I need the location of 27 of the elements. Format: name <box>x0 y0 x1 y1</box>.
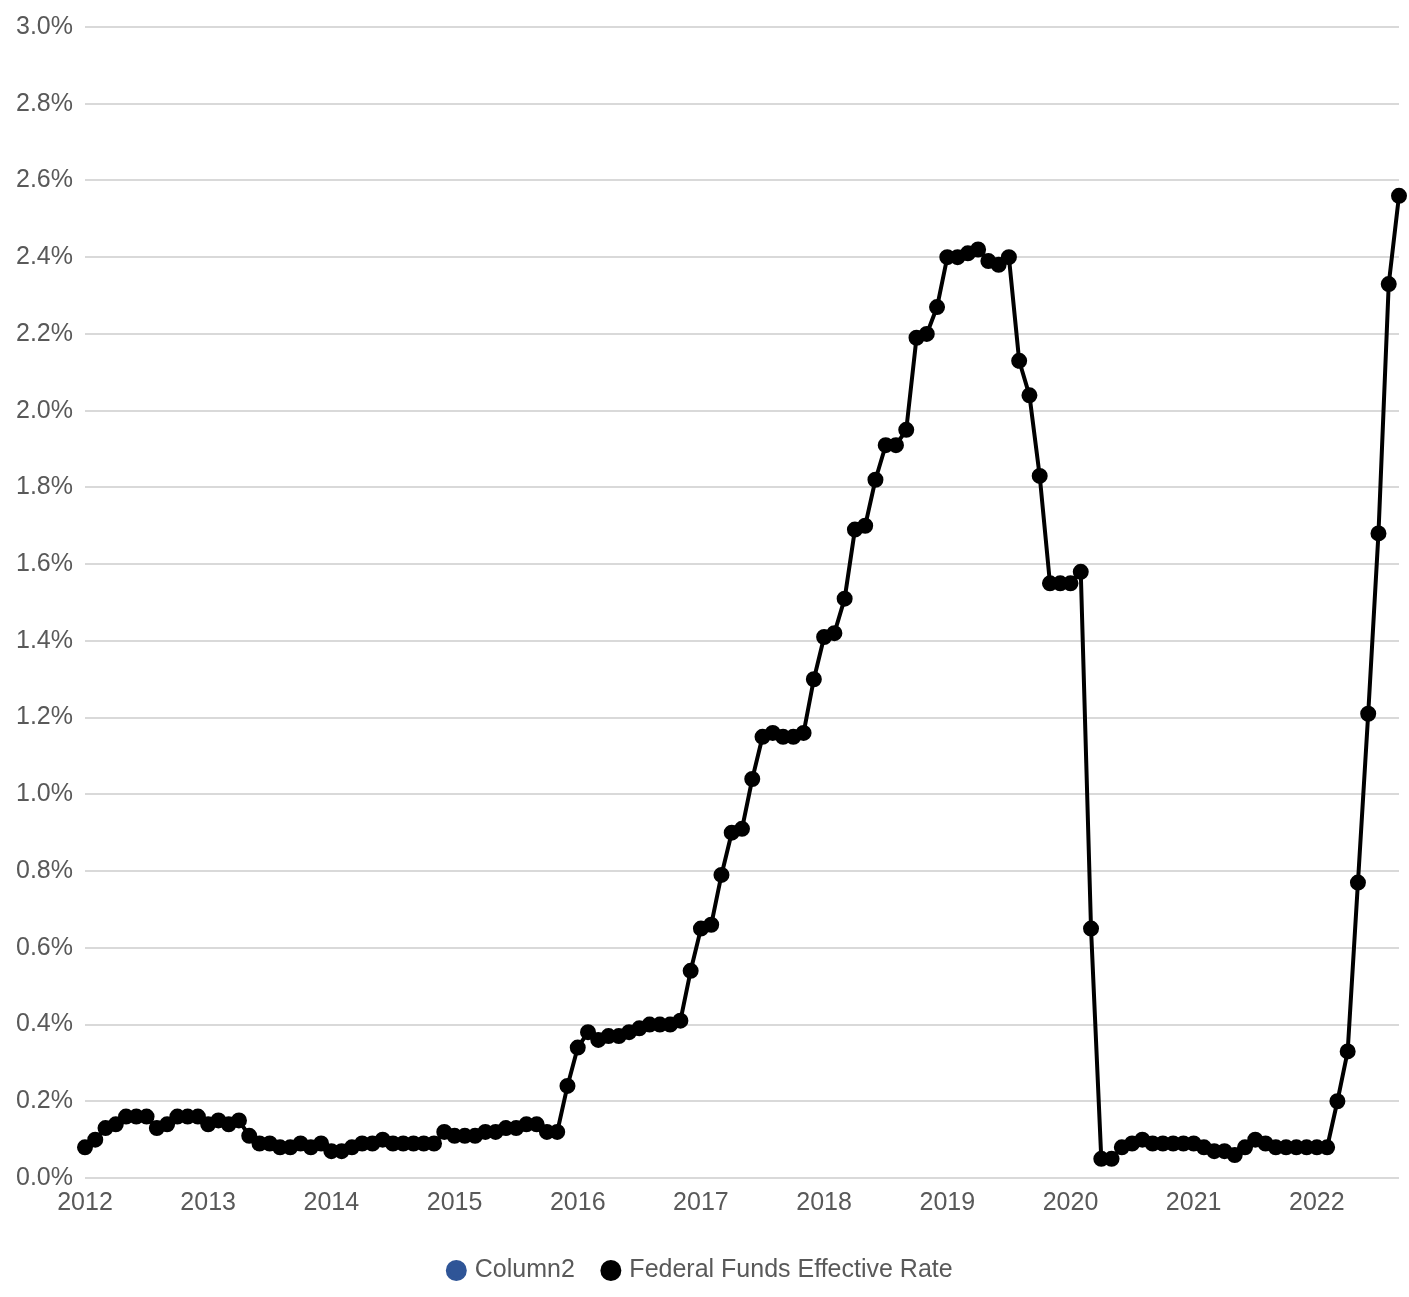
y-tick-label: 2.8% <box>16 87 73 116</box>
y-tick-label: 0.6% <box>16 931 73 960</box>
x-tick-label: 2022 <box>1289 1186 1345 1215</box>
x-tick-label: 2014 <box>303 1186 360 1215</box>
legend-label: Column2 <box>474 1254 575 1283</box>
y-tick-label: 1.2% <box>16 701 73 730</box>
legend-label: Federal Funds Effective Rate <box>629 1254 953 1283</box>
x-tick-label: 2016 <box>549 1186 606 1215</box>
y-tick-label: 0.2% <box>16 1085 73 1114</box>
y-tick-label: 1.8% <box>16 471 73 500</box>
y-tick-label: 2.0% <box>16 394 73 423</box>
x-tick-label: 2021 <box>1165 1186 1222 1215</box>
x-tick-label: 2015 <box>426 1186 483 1215</box>
y-tick-label: 1.4% <box>16 624 73 653</box>
y-tick-label: 2.4% <box>16 241 73 270</box>
x-tick-label: 2017 <box>673 1186 729 1215</box>
y-tick-label: 3.0% <box>16 10 73 39</box>
y-tick-label: 2.6% <box>16 164 73 193</box>
y-tick-label: 0.4% <box>16 1008 73 1037</box>
x-tick-label: 2013 <box>180 1186 236 1215</box>
x-tick-label: 2018 <box>796 1186 852 1215</box>
y-tick-label: 1.6% <box>16 548 73 577</box>
y-tick-label: 2.2% <box>16 317 73 346</box>
y-tick-label: 0.8% <box>16 854 73 883</box>
x-tick-label: 2019 <box>919 1186 976 1215</box>
x-tick-label: 2020 <box>1042 1186 1099 1215</box>
y-tick-label: 1.0% <box>16 778 73 807</box>
